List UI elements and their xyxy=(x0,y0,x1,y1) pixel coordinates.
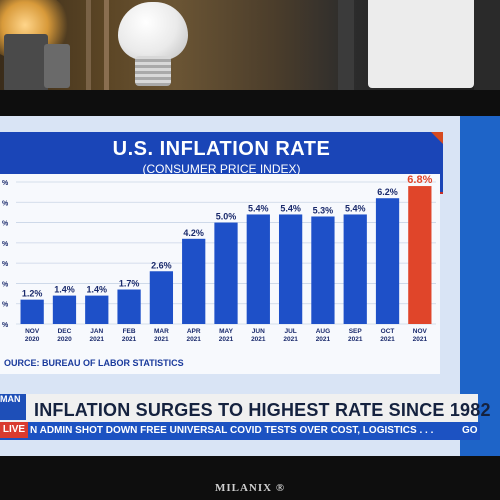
bar-value-label: 5.4% xyxy=(280,203,301,213)
x-tick-label: MAY xyxy=(219,328,234,335)
bar-value-label: 5.4% xyxy=(345,203,366,213)
chart-title: U.S. INFLATION RATE xyxy=(112,138,331,160)
bar-value-label: 1.2% xyxy=(22,289,43,299)
x-tick-label: 2021 xyxy=(380,336,395,343)
bar xyxy=(343,214,367,324)
x-tick-label: NOV xyxy=(25,328,40,335)
bar-value-label: 1.4% xyxy=(54,285,75,295)
bar-value-label: 5.3% xyxy=(313,205,334,215)
ticker-bar xyxy=(0,422,480,440)
light-bulb-base xyxy=(135,56,171,86)
y-tick-label: % xyxy=(2,302,9,309)
corner-accent xyxy=(431,132,443,144)
bar xyxy=(311,216,335,324)
bar xyxy=(85,295,109,324)
x-tick-label: 2021 xyxy=(90,336,105,343)
plant-pot xyxy=(4,34,48,92)
metal-can xyxy=(44,44,70,88)
bar-value-label: 6.8% xyxy=(407,174,432,186)
stand-pole xyxy=(338,0,354,92)
x-tick-label: DEC xyxy=(58,328,72,335)
x-tick-label: MAR xyxy=(154,328,169,335)
x-tick-label: AUG xyxy=(316,328,330,335)
network-logo: MAN xyxy=(0,394,26,420)
bar-value-label: 1.4% xyxy=(87,285,108,295)
source-label: OURCE: BUREAU OF LABOR STATISTICS xyxy=(4,358,184,368)
x-tick-label: 2021 xyxy=(283,336,298,343)
bar-value-label: 2.6% xyxy=(151,260,172,270)
x-tick-label: 2020 xyxy=(57,336,72,343)
bar-value-label: 1.7% xyxy=(119,279,140,289)
bar xyxy=(149,271,174,324)
y-tick-label: % xyxy=(2,241,9,248)
live-badge: LIVE xyxy=(0,422,28,438)
y-tick-label: % xyxy=(2,322,9,329)
ticker-end-text: GO xyxy=(462,425,478,436)
bar xyxy=(278,214,303,324)
bar xyxy=(52,295,77,324)
news-ticker: N ADMIN SHOT DOWN FREE UNIVERSAL COVID T… xyxy=(30,425,434,436)
x-tick-label: 2021 xyxy=(251,336,266,343)
x-tick-label: JAN xyxy=(90,328,103,335)
bar-value-label: 6.2% xyxy=(377,187,398,197)
y-tick-label: % xyxy=(2,281,9,288)
x-tick-label: 2021 xyxy=(316,336,331,343)
bar xyxy=(214,222,238,324)
tv-screen: U.S. INFLATION RATE (CONSUMER PRICE INDE… xyxy=(0,116,500,456)
y-tick-label: % xyxy=(2,200,9,207)
bar-chart: %%%%%%%%1.2%NOV20201.4%DEC20201.4%JAN202… xyxy=(2,174,436,343)
x-tick-label: JUN xyxy=(252,328,265,335)
x-tick-label: 2021 xyxy=(219,336,234,343)
x-tick-label: NOV xyxy=(413,328,428,335)
x-tick-label: 2020 xyxy=(25,336,40,343)
bar xyxy=(408,186,432,324)
x-tick-label: 2021 xyxy=(122,336,137,343)
x-tick-label: 2021 xyxy=(413,336,428,343)
y-tick-label: % xyxy=(2,261,9,268)
bar xyxy=(375,198,400,324)
x-tick-label: 2021 xyxy=(154,336,169,343)
wooden-rod xyxy=(86,0,91,90)
wooden-rod xyxy=(104,0,109,90)
chart-subtitle: (CONSUMER PRICE INDEX) xyxy=(142,162,301,176)
bar xyxy=(117,289,141,324)
bar xyxy=(182,238,206,324)
x-tick-label: 2021 xyxy=(348,336,363,343)
x-tick-label: JUL xyxy=(284,328,296,335)
bar xyxy=(20,299,44,324)
x-tick-label: 2021 xyxy=(186,336,201,343)
y-tick-label: % xyxy=(2,180,9,187)
bar xyxy=(246,214,270,324)
second-monitor xyxy=(368,0,474,88)
bar-value-label: 4.2% xyxy=(183,228,204,238)
x-tick-label: FEB xyxy=(123,328,136,335)
x-tick-label: APR xyxy=(187,328,201,335)
background-room xyxy=(0,0,500,95)
monitor-edge xyxy=(474,0,500,92)
bar-value-label: 5.0% xyxy=(216,212,237,222)
network-logo-text: MAN xyxy=(0,394,21,404)
x-tick-label: OCT xyxy=(381,328,395,335)
light-bulb xyxy=(118,2,188,60)
tv-brand-logo: MILANIX ® xyxy=(214,482,286,494)
plot-panel: %%%%%%%% 1.2% NOV 2020 1.4% DEC 2020 1.4% JAN 202… xyxy=(0,174,440,374)
y-tick-label: % xyxy=(2,221,9,228)
x-tick-label: SEP xyxy=(349,328,363,335)
bar-value-label: 5.4% xyxy=(248,203,269,213)
chyron-headline: INFLATION SURGES TO HIGHEST RATE SINCE 1… xyxy=(34,400,491,420)
